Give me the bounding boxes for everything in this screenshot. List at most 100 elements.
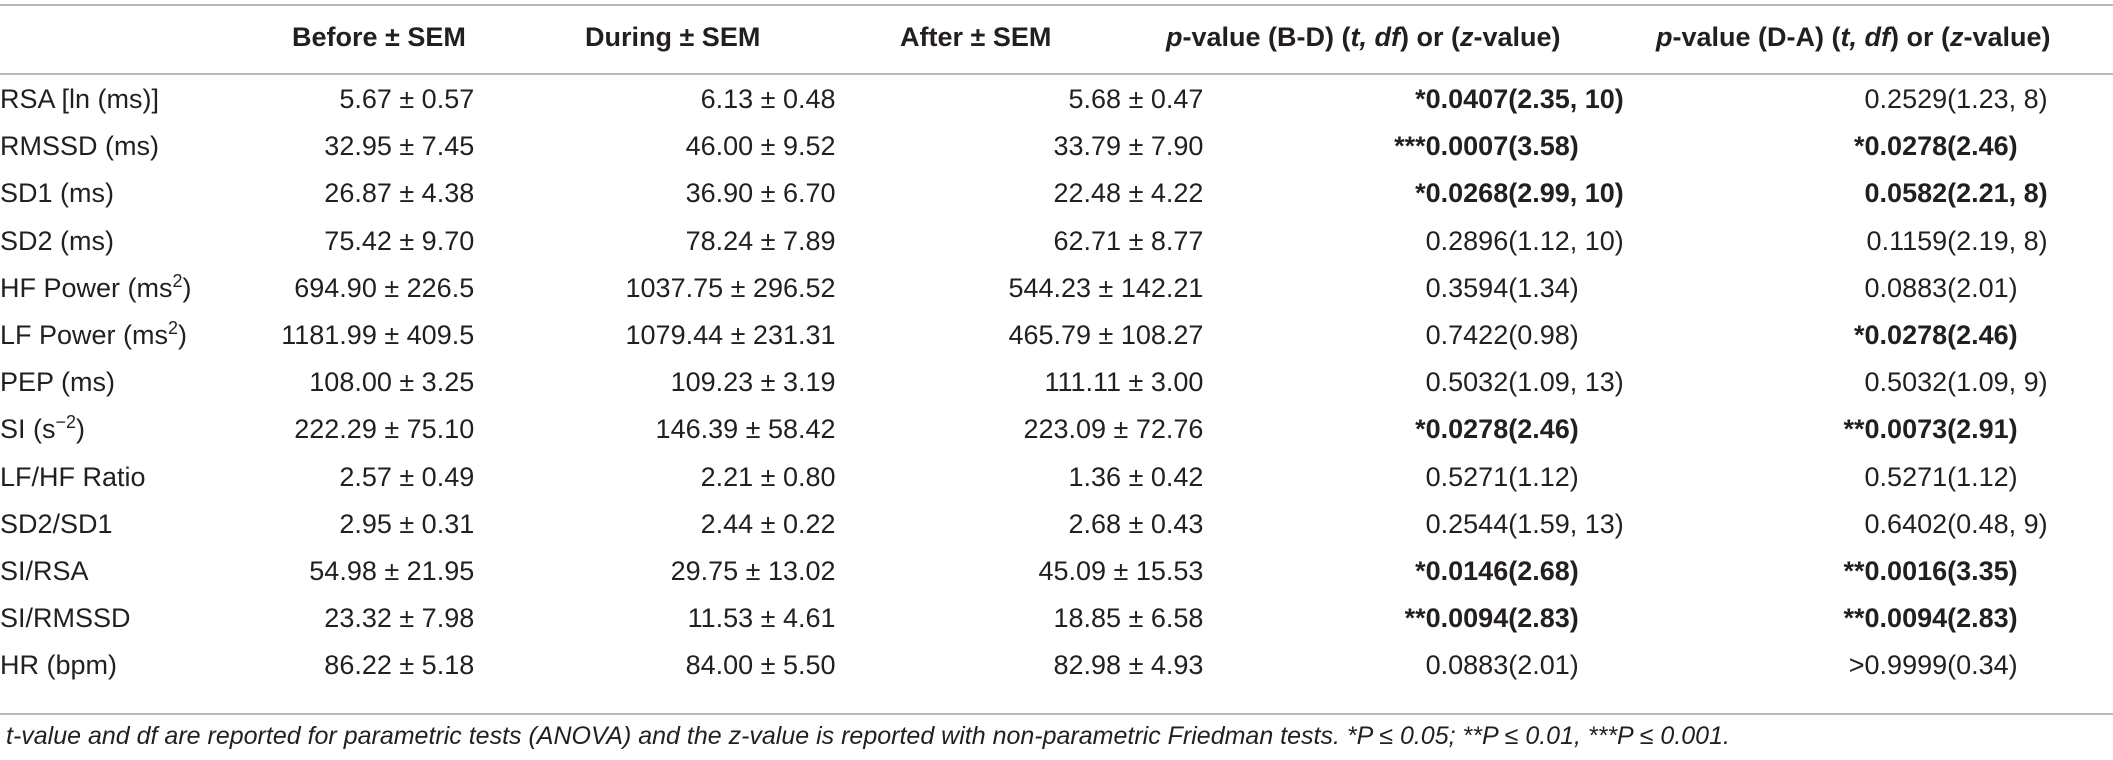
cell-before: 75.42 ± 9.70 — [324, 225, 475, 256]
row-label: RMSSD (ms) — [0, 131, 159, 162]
cell-pvalue-bd: 0.7422 — [1425, 320, 1509, 351]
header-pvalue-da: p -value (D-A) (t, df) or (z -value) — [1656, 22, 2051, 52]
row-label: SD2/SD1 — [0, 508, 113, 539]
cell-before: 23.32 ± 7.98 — [324, 603, 475, 634]
row-label: SD1 (ms) — [0, 178, 114, 209]
cell-stat-da: (2.19, 8) — [1947, 225, 2048, 256]
cell-before: 2.95 ± 0.31 — [339, 508, 475, 539]
cell-before: 108.00 ± 3.25 — [309, 367, 475, 398]
table-row: SD2 (ms) 75.42 ± 9.70 78.24 ± 7.89 62.71 ± … — [0, 218, 2113, 265]
row-label: HR (bpm) — [0, 650, 118, 681]
header-rule — [0, 73, 2113, 75]
bottom-rule — [0, 713, 2113, 715]
table-row: HF Power (ms2) 694.90 ± 226.5 1037.75 ± 29… — [0, 265, 2113, 312]
cell-after: 544.23 ± 142.21 — [1008, 272, 1204, 303]
cell-before: 54.98 ± 21.95 — [309, 555, 475, 586]
cell-pvalue-da: 0.0582 — [1864, 178, 1948, 209]
cell-stat-da: (1.12) — [1947, 461, 2018, 492]
cell-pvalue-bd: *0.0278 — [1415, 414, 1509, 445]
cell-pvalue-da: 0.5032 — [1864, 367, 1948, 398]
cell-pvalue-da: 0.6402 — [1864, 508, 1948, 539]
cell-before: 5.67 ± 0.57 — [339, 84, 475, 115]
cell-pvalue-bd: 0.2544 — [1425, 508, 1509, 539]
cell-after: 465.79 ± 108.27 — [1008, 320, 1204, 351]
cell-before: 32.95 ± 7.45 — [324, 131, 475, 162]
cell-during: 146.39 ± 58.42 — [655, 414, 836, 445]
row-label: LF Power (ms2) — [0, 318, 188, 351]
cell-pvalue-da: *0.0278 — [1854, 131, 1948, 162]
cell-stat-da: (0.48, 9) — [1947, 508, 2048, 539]
data-table: RSA [ln (ms)] 5.67 ± 0.57 6.13 ± 0.48 5.68 … — [0, 76, 2113, 689]
table-row: HR (bpm) 86.22 ± 5.18 84.00 ± 5.50 82.98 ± … — [0, 642, 2113, 689]
cell-before: 2.57 ± 0.49 — [339, 461, 475, 492]
cell-after: 62.71 ± 8.77 — [1053, 225, 1204, 256]
cell-stat-da: (2.21, 8) — [1947, 178, 2048, 209]
row-label: PEP (ms) — [0, 367, 116, 398]
cell-pvalue-bd: *0.0407 — [1415, 84, 1509, 115]
table-row: RMSSD (ms) 32.95 ± 7.45 46.00 ± 9.52 33.79 … — [0, 123, 2113, 170]
cell-during: 1079.44 ± 231.31 — [625, 320, 836, 351]
table-row: SD2/SD1 2.95 ± 0.31 2.44 ± 0.22 2.68 ± 0.43… — [0, 501, 2113, 548]
cell-after: 82.98 ± 4.93 — [1053, 650, 1204, 681]
cell-after: 111.11 ± 3.00 — [1044, 367, 1204, 398]
cell-stat-da: (2.46) — [1947, 131, 2018, 162]
cell-during: 11.53 ± 4.61 — [687, 603, 836, 634]
cell-pvalue-bd: *0.0268 — [1415, 178, 1509, 209]
cell-after: 22.48 ± 4.22 — [1053, 178, 1204, 209]
row-label: SI (s−2) — [0, 412, 86, 445]
cell-during: 29.75 ± 13.02 — [670, 555, 836, 586]
cell-after: 33.79 ± 7.90 — [1053, 131, 1204, 162]
cell-pvalue-da: *0.0278 — [1854, 320, 1948, 351]
cell-pvalue-da: **0.0094 — [1843, 603, 1948, 634]
header-during: During ± SEM — [585, 22, 761, 52]
table-row: SI (s−2) 222.29 ± 75.10 146.39 ± 58.42 223.… — [0, 406, 2113, 453]
cell-stat-da: (1.09, 9) — [1947, 367, 2048, 398]
table-row: SD1 (ms) 26.87 ± 4.38 36.90 ± 6.70 22.48 ± … — [0, 170, 2113, 217]
cell-stat-da: (2.91) — [1947, 414, 2018, 445]
cell-after: 5.68 ± 0.47 — [1068, 84, 1204, 115]
header-after: After ± SEM — [900, 22, 1052, 52]
cell-stat-bd: (2.83) — [1508, 603, 1579, 634]
cell-pvalue-bd: 0.0883 — [1425, 650, 1509, 681]
table-row: LF/HF Ratio 2.57 ± 0.49 2.21 ± 0.80 1.36 ± … — [0, 454, 2113, 501]
cell-pvalue-da: >0.9999 — [1848, 650, 1948, 681]
table-row: PEP (ms) 108.00 ± 3.25 109.23 ± 3.19 111.11… — [0, 359, 2113, 406]
cell-pvalue-bd: 0.2896 — [1425, 225, 1509, 256]
cell-pvalue-bd: **0.0094 — [1404, 603, 1509, 634]
cell-stat-bd: (2.46) — [1508, 414, 1579, 445]
header-before: Before ± SEM — [292, 22, 466, 52]
cell-stat-bd: (1.12) — [1508, 461, 1579, 492]
cell-during: 1037.75 ± 296.52 — [625, 272, 836, 303]
cell-stat-bd: (0.98) — [1508, 320, 1579, 351]
row-label: SI/RMSSD — [0, 603, 131, 634]
cell-stat-da: (0.34) — [1947, 650, 2018, 681]
cell-stat-da: (2.46) — [1947, 320, 2018, 351]
cell-pvalue-bd: *0.0146 — [1415, 555, 1509, 586]
cell-during: 84.00 ± 5.50 — [685, 650, 836, 681]
cell-during: 46.00 ± 9.52 — [685, 131, 836, 162]
cell-stat-bd: (1.59, 13) — [1508, 508, 1624, 539]
cell-stat-bd: (2.68) — [1508, 555, 1579, 586]
cell-stat-bd: (3.58) — [1508, 131, 1579, 162]
row-label: HF Power (ms2) — [0, 270, 192, 303]
table-row: SI/RSA 54.98 ± 21.95 29.75 ± 13.02 45.09 ± … — [0, 548, 2113, 595]
cell-before: 1181.99 ± 409.5 — [281, 320, 475, 351]
cell-before: 26.87 ± 4.38 — [324, 178, 475, 209]
cell-after: 223.09 ± 72.76 — [1023, 414, 1204, 445]
cell-pvalue-da: 0.0883 — [1864, 272, 1948, 303]
cell-after: 45.09 ± 15.53 — [1038, 555, 1204, 586]
cell-before: 86.22 ± 5.18 — [324, 650, 475, 681]
cell-pvalue-da: 0.5271 — [1864, 461, 1948, 492]
cell-after: 1.36 ± 0.42 — [1068, 461, 1204, 492]
cell-during: 2.21 ± 0.80 — [700, 461, 836, 492]
cell-stat-da: (2.83) — [1947, 603, 2018, 634]
cell-during: 78.24 ± 7.89 — [685, 225, 836, 256]
cell-stat-bd: (2.01) — [1508, 650, 1579, 681]
cell-stat-bd: (1.09, 13) — [1508, 367, 1624, 398]
row-label: SI/RSA — [0, 555, 89, 586]
cell-during: 6.13 ± 0.48 — [700, 84, 836, 115]
cell-pvalue-da: **0.0073 — [1843, 414, 1948, 445]
cell-during: 109.23 ± 3.19 — [670, 367, 836, 398]
table-row: LF Power (ms2) 1181.99 ± 409.5 1079.44 ± 2… — [0, 312, 2113, 359]
cell-stat-bd: (2.99, 10) — [1508, 178, 1624, 209]
